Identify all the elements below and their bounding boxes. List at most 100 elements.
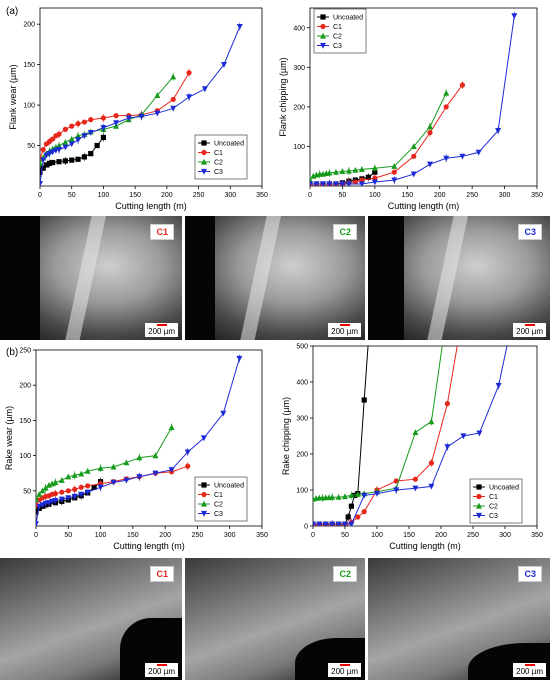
data-point — [361, 509, 367, 515]
data-point — [511, 13, 518, 20]
data-point — [365, 174, 371, 180]
data-point — [49, 149, 56, 156]
data-point — [36, 491, 43, 497]
y-tick-label: 300 — [293, 65, 305, 72]
legend-label: Uncoated — [214, 483, 244, 490]
legend-label: C3 — [214, 511, 223, 518]
data-point — [313, 521, 316, 526]
y-tick-label: 400 — [293, 25, 305, 32]
x-tick-label: 150 — [127, 532, 139, 539]
data-point — [359, 177, 365, 183]
bottom-photo-row: C1 200 µm C2 200 µm C3 200 µm — [0, 558, 550, 680]
x-tick-label: 250 — [467, 532, 479, 539]
rake-wear-chart: 0 50 100 150 200 250 300 350 50 100 150 200 250 Cutti… — [0, 342, 275, 554]
data-point — [459, 82, 466, 88]
data-point — [201, 491, 207, 498]
data-point — [123, 459, 130, 466]
data-point — [100, 125, 107, 131]
legend-label: C1 — [214, 150, 223, 157]
data-point — [348, 492, 355, 498]
data-point — [220, 410, 227, 417]
panel-label-b: (b) — [6, 347, 19, 358]
data-point — [152, 452, 159, 459]
data-point — [352, 492, 358, 498]
y-tick-label: 150 — [23, 62, 35, 69]
data-point — [78, 484, 84, 490]
data-point — [428, 418, 435, 425]
legend-label: C3 — [489, 513, 498, 520]
data-point — [372, 175, 378, 181]
data-point — [68, 135, 75, 142]
data-point — [78, 470, 85, 477]
x-tick-label: 350 — [256, 532, 268, 539]
data-point — [170, 73, 177, 80]
x-tick-label: 250 — [466, 192, 478, 199]
flank-photo-c2: C2 200 µm — [185, 216, 365, 340]
data-point — [125, 115, 132, 122]
data-point — [136, 474, 143, 480]
data-point — [170, 96, 176, 103]
series-group — [40, 22, 243, 186]
data-point — [91, 484, 97, 490]
legend-label: Uncoated — [333, 15, 363, 22]
data-point — [320, 42, 326, 49]
y-tick-label: 200 — [19, 383, 31, 390]
data-point — [352, 166, 359, 173]
data-point — [460, 433, 467, 440]
data-point — [72, 486, 78, 492]
data-point — [476, 502, 482, 509]
x-tick-label: 250 — [193, 192, 205, 199]
data-point — [342, 521, 348, 526]
y-tick-label: 0 — [304, 524, 308, 531]
data-point — [50, 159, 56, 166]
data-point — [138, 113, 145, 120]
series-group — [36, 354, 243, 526]
data-point — [476, 484, 482, 490]
data-point — [335, 521, 342, 526]
series-line-c1 — [310, 84, 463, 185]
legend-label: C1 — [214, 492, 223, 499]
data-point — [62, 144, 69, 151]
x-tick-label: 100 — [98, 192, 110, 199]
y-tick-label: 200 — [23, 22, 35, 29]
data-point — [476, 493, 482, 500]
legend-label: C2 — [214, 502, 223, 509]
y-tick-label: 400 — [296, 380, 308, 387]
data-point — [313, 181, 320, 186]
data-point — [36, 509, 39, 515]
data-point — [71, 472, 78, 478]
data-point — [62, 158, 68, 164]
x-tick-label: 100 — [371, 532, 383, 539]
x-tick-label: 200 — [161, 192, 173, 199]
data-point — [186, 94, 193, 101]
data-point — [220, 62, 227, 68]
photo-label: C3 — [518, 224, 542, 240]
data-point — [81, 154, 87, 160]
data-point — [110, 479, 117, 486]
x-tick-label: 200 — [159, 532, 171, 539]
x-tick-label: 250 — [192, 532, 204, 539]
data-point — [170, 105, 177, 112]
data-point — [374, 491, 380, 497]
data-point — [75, 156, 81, 162]
x-tick-label: 50 — [64, 532, 72, 539]
legend-label: C1 — [489, 494, 498, 501]
data-point — [332, 168, 339, 175]
y-tick-label: 200 — [296, 452, 308, 459]
data-point — [358, 181, 365, 186]
y-axis-label: Flank chipping (µm) — [278, 57, 288, 136]
scale-bar: 200 µm — [513, 323, 546, 337]
data-point — [46, 160, 53, 166]
legend-label: C1 — [333, 24, 342, 31]
data-point — [358, 166, 365, 172]
data-point — [46, 151, 53, 157]
legend-label: C2 — [214, 160, 223, 167]
data-point — [476, 430, 483, 437]
data-point — [319, 181, 326, 186]
x-tick-label: 300 — [499, 192, 511, 199]
data-point — [411, 153, 417, 159]
x-axis-label: Cutting length (m) — [388, 201, 460, 211]
data-point — [391, 163, 398, 169]
data-point — [84, 489, 91, 496]
data-point — [322, 521, 329, 526]
